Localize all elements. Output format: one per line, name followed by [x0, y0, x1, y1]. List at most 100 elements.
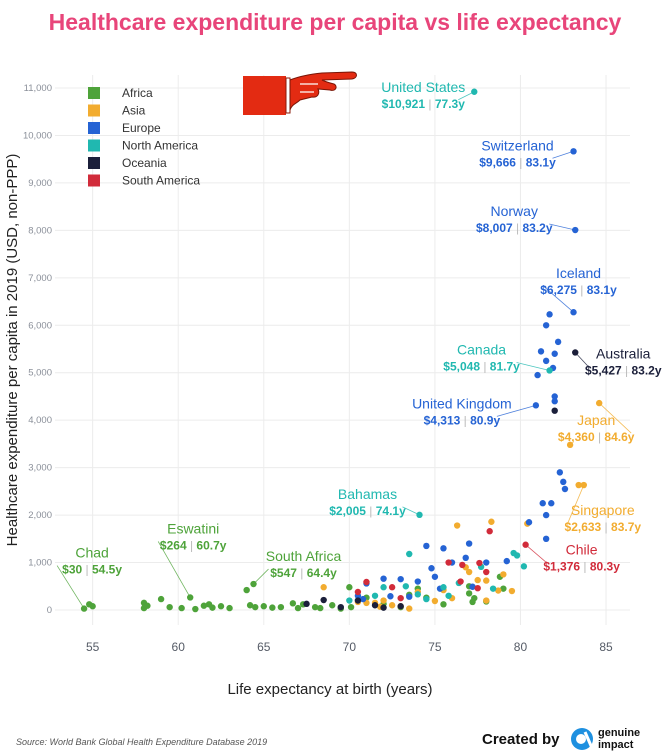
- data-point: [269, 604, 276, 611]
- data-point: [431, 573, 439, 580]
- annotation-spend: $4,313: [424, 413, 461, 427]
- data-point: [551, 398, 558, 405]
- data-point: [474, 576, 481, 584]
- data-point: [440, 584, 447, 591]
- data-point: [252, 603, 259, 611]
- data-point: [542, 357, 550, 365]
- data-point: [406, 593, 413, 600]
- data-point: [388, 584, 396, 591]
- data-point: [548, 500, 555, 507]
- annotation-australia: Australia $5,427 | 83.2y: [574, 345, 662, 377]
- data-point: [406, 550, 413, 558]
- leader-line: [496, 404, 536, 417]
- data-point: [363, 578, 370, 586]
- annotation-life: 83.7y: [611, 520, 641, 534]
- annotation-separator: |: [460, 413, 470, 427]
- data-point: [483, 597, 490, 604]
- data-point: [311, 603, 319, 611]
- data-point: [508, 587, 516, 595]
- data-point: [542, 322, 550, 329]
- legend-swatch-north-america: [88, 139, 100, 152]
- data-points: [80, 88, 603, 613]
- data-point: [500, 585, 507, 592]
- legend-label: Asia: [122, 104, 146, 118]
- legend-label: Oceania: [122, 156, 167, 170]
- data-point: [192, 605, 199, 613]
- data-point: [380, 584, 387, 591]
- legend: Africa Asia Europe North America Oceania Sout…: [88, 86, 200, 188]
- annotation-separator: |: [513, 221, 523, 235]
- x-tick-label: 85: [599, 640, 613, 654]
- legend-swatch-europe: [88, 122, 100, 134]
- x-tick-label: 70: [343, 640, 357, 654]
- annotation-spend: $5,048: [443, 359, 480, 373]
- data-point: [397, 603, 404, 610]
- leader-line: [402, 506, 420, 516]
- data-point: [354, 597, 362, 604]
- annotation-spend: $30: [62, 563, 82, 577]
- data-point: [520, 563, 528, 570]
- data-point: [575, 481, 582, 489]
- data-point: [200, 602, 208, 609]
- annotation-spend: $4,360: [558, 430, 595, 444]
- annotation-separator: |: [516, 155, 526, 169]
- annotation-canada: Canada $5,048 | 81.7y: [443, 341, 550, 373]
- annotations: United States $10,921 | 77.3y Switzerland $…: [56, 79, 662, 609]
- annotation-country: South Africa: [266, 548, 342, 564]
- annotation-life: 54.5y: [92, 563, 122, 577]
- annotation-spend: $547: [270, 566, 297, 580]
- y-tick-label: 1,000: [28, 558, 52, 569]
- annotation-life: 80.9y: [470, 413, 500, 427]
- annotation-country: United Kingdom: [412, 395, 512, 411]
- y-tick-label: 9,000: [28, 178, 52, 189]
- annotation-spend: $2,633: [565, 520, 602, 534]
- data-point: [380, 604, 387, 611]
- data-point: [465, 568, 473, 576]
- data-point: [80, 605, 88, 612]
- leader-line: [543, 285, 574, 313]
- annotation-south-africa: South Africa $547 | 64.4y: [253, 548, 342, 585]
- data-point: [546, 311, 553, 318]
- annotation-values: $1,376 | 80.3y: [543, 560, 620, 574]
- data-point: [469, 598, 476, 606]
- annotation-chad: Chad $30 | 54.5y: [56, 545, 122, 609]
- created-by-label: Created by: [482, 731, 560, 748]
- data-point: [209, 604, 216, 611]
- annotation-spend: $264: [160, 538, 187, 552]
- data-point: [289, 600, 297, 607]
- x-tick-label: 65: [257, 640, 271, 654]
- data-point: [329, 602, 336, 609]
- data-point: [423, 542, 430, 550]
- annotation-values: $4,360 | 84.6y: [558, 430, 635, 444]
- annotation-spend: $5,427: [585, 363, 622, 377]
- annotation-chile: Chile $1,376 | 80.3y: [525, 542, 620, 574]
- data-point: [440, 601, 447, 608]
- leader-line: [549, 223, 576, 231]
- annotation-life: 81.7y: [490, 359, 520, 373]
- y-tick-label: 11,000: [24, 83, 52, 94]
- y-tick-label: 4,000: [28, 415, 52, 426]
- annotation-spend: $10,921: [382, 97, 426, 111]
- annotation-country: Eswatini: [167, 520, 219, 536]
- annotation-spend: $8,007: [476, 221, 513, 235]
- annotation-country: Iceland: [556, 265, 601, 281]
- annotation-life: 77.3y: [435, 97, 465, 111]
- annotation-life: 64.4y: [307, 566, 337, 580]
- grid: [55, 75, 630, 625]
- data-point: [226, 604, 233, 612]
- data-point: [560, 478, 567, 486]
- y-axis-ticks: 0 1,000 2,000 3,000 4,000 5,000 6,000 7,000 8,00…: [23, 83, 52, 616]
- y-tick-label: 6,000: [28, 320, 52, 331]
- annotation-iceland: Iceland $6,275 | 83.1y: [540, 265, 617, 313]
- data-point: [483, 568, 490, 576]
- annotation-japan: Japan $4,360 | 84.6y: [558, 402, 635, 444]
- annotation-separator: |: [580, 560, 590, 574]
- data-point: [465, 540, 473, 547]
- y-tick-label: 2,000: [28, 510, 52, 521]
- data-point: [542, 535, 550, 543]
- data-point: [542, 511, 550, 519]
- data-point: [459, 561, 466, 569]
- annotation-separator: |: [622, 363, 632, 377]
- data-point: [503, 557, 510, 565]
- annotation-country: Chile: [566, 542, 598, 558]
